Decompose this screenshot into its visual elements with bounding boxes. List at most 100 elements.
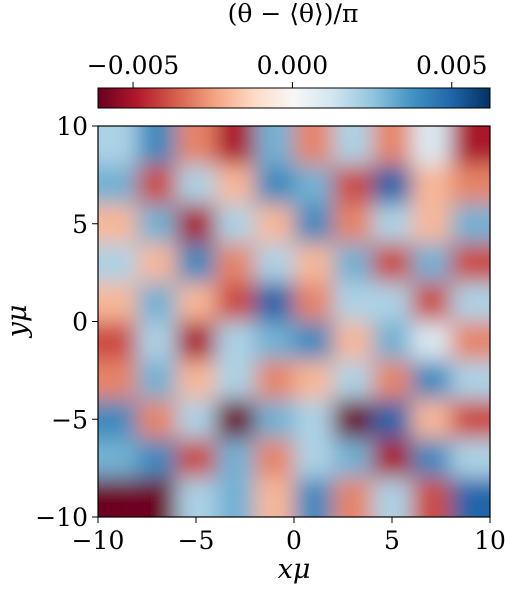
heat-cell: [98, 243, 138, 283]
heat-cell: [333, 399, 373, 439]
heat-cell: [333, 438, 373, 478]
y-tick-label: 0: [72, 308, 88, 337]
y-tick-label: −10: [35, 503, 88, 532]
x-tick-label: 10: [474, 526, 505, 555]
heat-cell: [333, 321, 373, 361]
heat-cell: [411, 204, 451, 244]
heat-cell: [215, 126, 255, 166]
heat-cell: [294, 243, 334, 283]
heat-cell: [450, 360, 490, 400]
heat-cell: [98, 477, 138, 517]
heat-cell: [450, 165, 490, 205]
heat-cell: [137, 204, 177, 244]
heat-cell: [294, 165, 334, 205]
heat-cell: [333, 360, 373, 400]
heat-cell: [176, 477, 216, 517]
heat-cell: [294, 438, 334, 478]
heat-cell: [176, 204, 216, 244]
heat-cell: [294, 321, 334, 361]
heat-cell: [176, 165, 216, 205]
heat-cell: [372, 282, 412, 322]
y-tick-label: 10: [56, 112, 88, 141]
heat-cell: [254, 321, 294, 361]
heat-cell: [98, 282, 138, 322]
heat-cell: [333, 126, 373, 166]
heat-cell: [294, 126, 334, 166]
heat-cell: [98, 204, 138, 244]
heat-cell: [254, 204, 294, 244]
heat-cell: [254, 282, 294, 322]
heat-cell: [215, 204, 255, 244]
heat-cell: [333, 204, 373, 244]
heat-cell: [411, 438, 451, 478]
heat-cell: [215, 399, 255, 439]
heat-cell: [137, 243, 177, 283]
heat-cell: [450, 282, 490, 322]
heat-cell: [137, 126, 177, 166]
heat-cell: [411, 360, 451, 400]
heat-cell: [176, 126, 216, 166]
x-tick-label: 0: [286, 526, 302, 555]
chart-title: (θ − ⟨θ⟩)/π: [228, 0, 359, 28]
heat-cell: [137, 399, 177, 439]
heat-cell: [450, 243, 490, 283]
heat-cell: [254, 243, 294, 283]
colorbar-tick-label: −0.005: [87, 51, 180, 80]
heat-cell: [411, 282, 451, 322]
heat-cell: [450, 438, 490, 478]
colorbar-tick-label: 0.005: [416, 51, 488, 80]
x-tick-label: −5: [178, 526, 215, 555]
heat-cell: [215, 165, 255, 205]
heat-cell: [137, 360, 177, 400]
heat-cell: [411, 477, 451, 517]
heat-cell: [254, 165, 294, 205]
heat-cell: [372, 165, 412, 205]
heat-cell: [372, 321, 412, 361]
heat-cell: [137, 477, 177, 517]
heat-cell: [450, 126, 490, 166]
heat-cell: [254, 477, 294, 517]
heat-cell: [411, 126, 451, 166]
heat-cell: [294, 399, 334, 439]
heat-cell: [411, 321, 451, 361]
heat-cell: [176, 399, 216, 439]
heat-cell: [176, 438, 216, 478]
x-axis-label: xμ: [278, 554, 311, 585]
heat-cell: [333, 243, 373, 283]
colorbar: [97, 87, 491, 109]
heat-cell: [411, 399, 451, 439]
heat-cell: [450, 321, 490, 361]
heat-cell: [254, 438, 294, 478]
y-tick-label: 5: [72, 210, 88, 239]
heat-cell: [98, 399, 138, 439]
heat-cell: [372, 204, 412, 244]
heat-cell: [98, 321, 138, 361]
heat-cell: [137, 165, 177, 205]
heat-cell: [215, 360, 255, 400]
heat-cell: [137, 438, 177, 478]
heat-cell: [333, 165, 373, 205]
heat-cell: [294, 360, 334, 400]
heat-cell: [215, 438, 255, 478]
y-axis-label: yμ: [2, 305, 33, 339]
heat-cell: [215, 282, 255, 322]
heat-cell: [333, 282, 373, 322]
heat-cell: [254, 126, 294, 166]
heat-cell: [294, 282, 334, 322]
heat-cell: [137, 321, 177, 361]
heat-cell: [372, 360, 412, 400]
heat-cell: [450, 399, 490, 439]
heat-cell: [450, 204, 490, 244]
heat-cell: [372, 399, 412, 439]
heat-cell: [215, 243, 255, 283]
heat-cell: [254, 360, 294, 400]
heat-cell: [98, 438, 138, 478]
heat-cell: [176, 360, 216, 400]
heat-cell: [215, 321, 255, 361]
heat-cell: [176, 243, 216, 283]
heat-cell: [372, 126, 412, 166]
heat-cell: [411, 165, 451, 205]
heat-cell: [372, 243, 412, 283]
heat-cell: [98, 165, 138, 205]
